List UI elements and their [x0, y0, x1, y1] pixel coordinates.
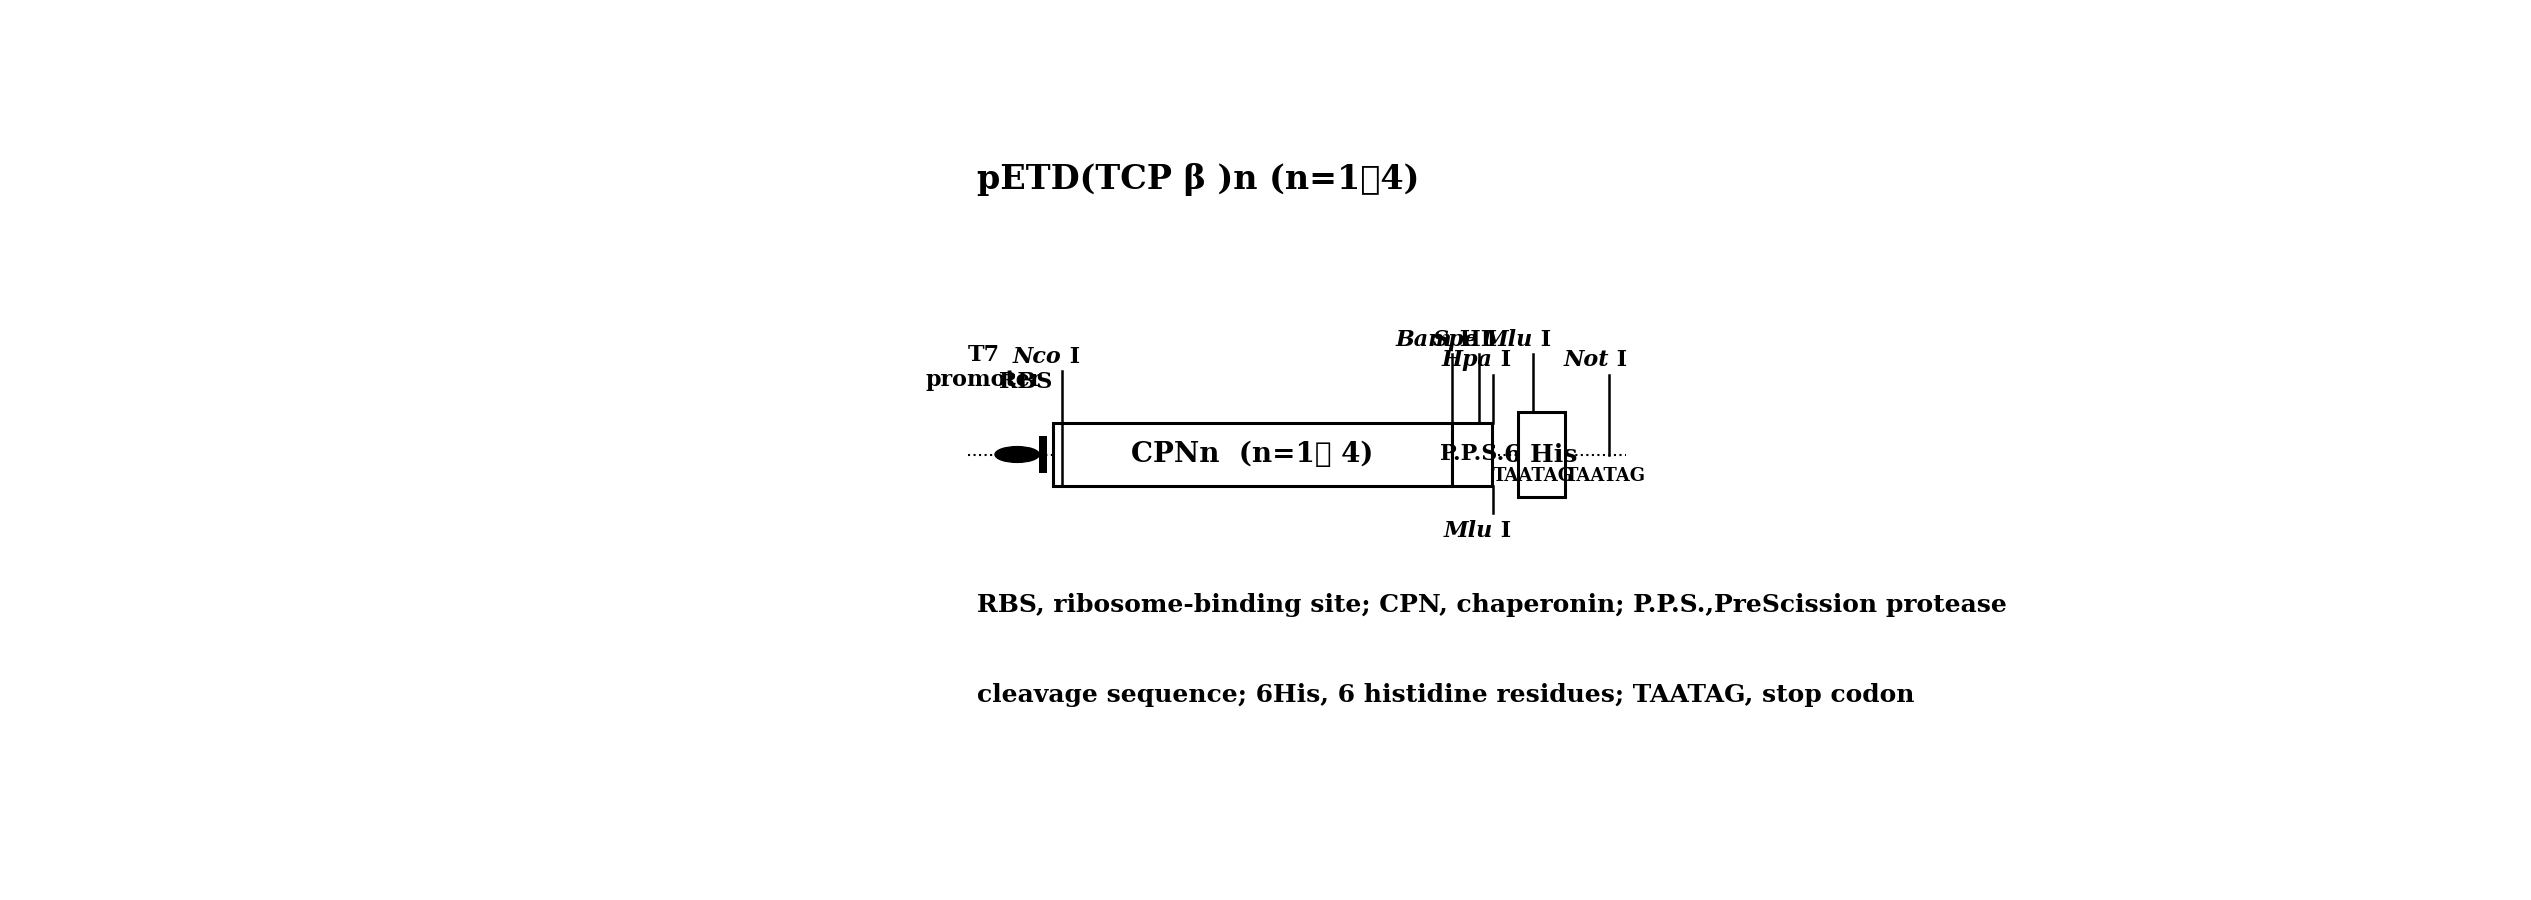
Text: Spe: Spe [1433, 328, 1478, 351]
Text: Hpa: Hpa [1443, 349, 1493, 372]
Text: I: I [1534, 328, 1552, 351]
Bar [1038, 436, 1048, 472]
Text: TAATAG: TAATAG [1493, 467, 1574, 485]
Text: P.P.S.: P.P.S. [1440, 444, 1503, 465]
Text: Not: Not [1564, 349, 1610, 372]
Text: Mlu: Mlu [1483, 328, 1534, 351]
Text: CPNn  (n=1～ 4): CPNn (n=1～ 4) [1131, 441, 1374, 468]
Text: I: I [1493, 349, 1511, 372]
Bar [1519, 411, 1564, 498]
Bar [1453, 423, 1491, 486]
Text: RBS, ribosome-binding site; CPN, chaperonin; P.P.S.,PreScission protease: RBS, ribosome-binding site; CPN, chapero… [977, 593, 2007, 617]
Bar [1053, 423, 1453, 486]
Text: pETD(TCP β )n (n=1～4): pETD(TCP β )n (n=1～4) [977, 164, 1420, 196]
Text: I: I [1610, 349, 1627, 372]
Text: I: I [1493, 520, 1511, 543]
Text: Mlu: Mlu [1443, 520, 1493, 543]
Ellipse shape [995, 446, 1040, 463]
Text: RBS: RBS [1000, 372, 1053, 393]
Text: HI: HI [1453, 328, 1491, 351]
Text: Bam: Bam [1395, 328, 1453, 351]
Text: T7
promoter: T7 promoter [926, 344, 1043, 391]
Text: 6 His: 6 His [1503, 443, 1577, 466]
Text: I: I [1478, 328, 1496, 351]
Text: Nco: Nco [1012, 346, 1060, 368]
Text: cleavage sequence; 6His, 6 histidine residues; TAATAG, stop codon: cleavage sequence; 6His, 6 histidine res… [977, 683, 1913, 707]
Text: TAATAG: TAATAG [1564, 467, 1645, 485]
Text: I: I [1060, 346, 1081, 368]
